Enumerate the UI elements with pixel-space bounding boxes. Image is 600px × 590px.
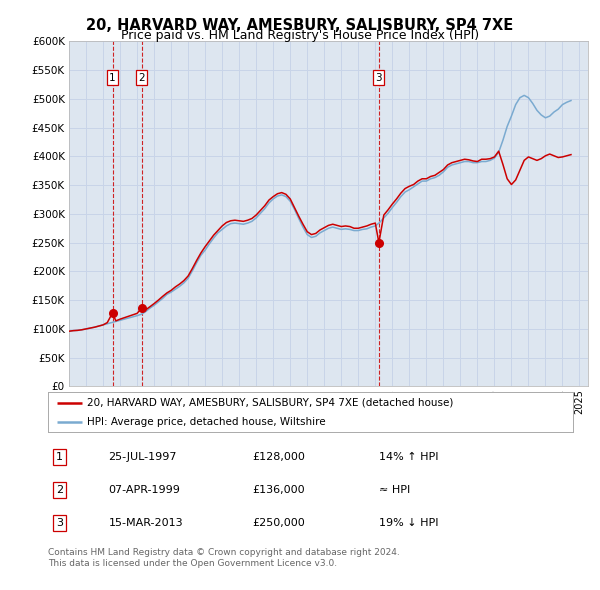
- Text: 1: 1: [109, 73, 116, 83]
- Text: £250,000: £250,000: [253, 519, 305, 528]
- Text: 1: 1: [56, 453, 63, 462]
- Text: 20, HARVARD WAY, AMESBURY, SALISBURY, SP4 7XE: 20, HARVARD WAY, AMESBURY, SALISBURY, SP…: [86, 18, 514, 33]
- Text: 2: 2: [56, 486, 63, 495]
- Text: HPI: Average price, detached house, Wiltshire: HPI: Average price, detached house, Wilt…: [88, 417, 326, 427]
- Text: ≈ HPI: ≈ HPI: [379, 486, 410, 495]
- Text: 3: 3: [376, 73, 382, 83]
- Text: £136,000: £136,000: [253, 486, 305, 495]
- Text: This data is licensed under the Open Government Licence v3.0.: This data is licensed under the Open Gov…: [48, 559, 337, 568]
- Text: 20, HARVARD WAY, AMESBURY, SALISBURY, SP4 7XE (detached house): 20, HARVARD WAY, AMESBURY, SALISBURY, SP…: [88, 398, 454, 408]
- Text: Contains HM Land Registry data © Crown copyright and database right 2024.: Contains HM Land Registry data © Crown c…: [48, 548, 400, 556]
- Text: Price paid vs. HM Land Registry's House Price Index (HPI): Price paid vs. HM Land Registry's House …: [121, 30, 479, 42]
- Text: 2: 2: [139, 73, 145, 83]
- Text: 15-MAR-2013: 15-MAR-2013: [109, 519, 183, 528]
- Text: 25-JUL-1997: 25-JUL-1997: [109, 453, 177, 462]
- Text: 07-APR-1999: 07-APR-1999: [109, 486, 180, 495]
- Text: 3: 3: [56, 519, 63, 528]
- Text: 14% ↑ HPI: 14% ↑ HPI: [379, 453, 438, 462]
- Text: 19% ↓ HPI: 19% ↓ HPI: [379, 519, 438, 528]
- Text: £128,000: £128,000: [253, 453, 305, 462]
